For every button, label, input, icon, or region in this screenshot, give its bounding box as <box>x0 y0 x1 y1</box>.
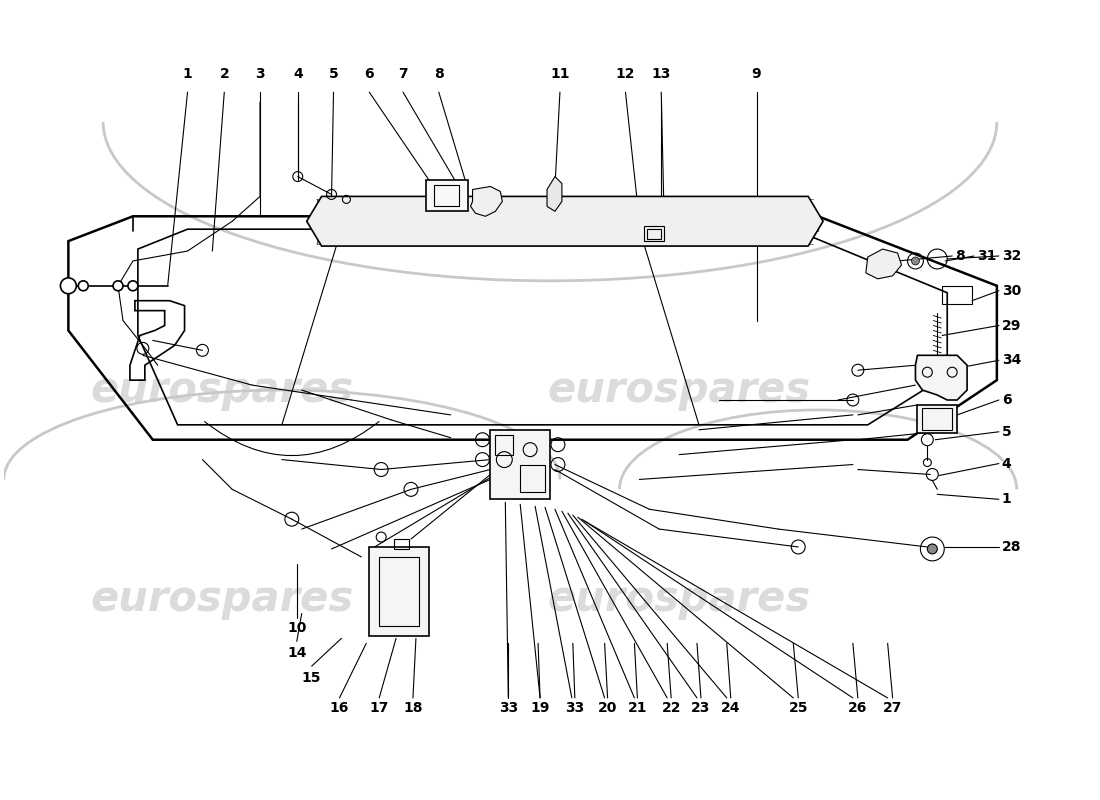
Bar <box>943 286 972 304</box>
Circle shape <box>128 281 138 290</box>
Text: 18: 18 <box>404 701 422 715</box>
Text: 16: 16 <box>330 701 349 715</box>
Circle shape <box>927 544 937 554</box>
Text: 19: 19 <box>530 701 550 715</box>
Bar <box>370 547 429 636</box>
Bar <box>433 185 459 206</box>
Text: 17: 17 <box>370 701 389 715</box>
Bar <box>923 408 953 430</box>
Text: 13: 13 <box>651 67 671 82</box>
Text: 7: 7 <box>398 67 408 82</box>
Text: 1: 1 <box>183 67 192 82</box>
Polygon shape <box>471 186 503 216</box>
Text: eurospares: eurospares <box>90 369 354 411</box>
Bar <box>520 465 544 492</box>
Text: 9: 9 <box>751 67 761 82</box>
Bar <box>379 557 419 626</box>
Bar <box>645 226 664 241</box>
Text: 15: 15 <box>301 671 321 685</box>
Text: 14: 14 <box>287 646 307 660</box>
Text: 5: 5 <box>329 67 339 82</box>
Text: 25: 25 <box>789 701 808 715</box>
Text: 6: 6 <box>364 67 374 82</box>
Text: 8: 8 <box>433 67 443 82</box>
Text: 3: 3 <box>255 67 265 82</box>
Text: eurospares: eurospares <box>548 369 811 411</box>
Text: 27: 27 <box>883 701 902 715</box>
Text: 29: 29 <box>1002 318 1021 333</box>
Text: 5: 5 <box>1002 425 1012 438</box>
Text: 33: 33 <box>498 701 518 715</box>
Text: 26: 26 <box>848 701 868 715</box>
Text: 24: 24 <box>720 701 740 715</box>
Text: 32: 32 <box>1002 249 1021 263</box>
Text: 22: 22 <box>661 701 681 715</box>
Text: 11: 11 <box>550 67 570 82</box>
Bar <box>647 229 661 239</box>
Polygon shape <box>307 197 823 246</box>
Text: 20: 20 <box>598 701 617 715</box>
Text: 4: 4 <box>1002 457 1012 470</box>
Text: 1: 1 <box>1002 492 1012 506</box>
Text: 28: 28 <box>1002 540 1021 554</box>
Circle shape <box>113 281 123 290</box>
Text: 34: 34 <box>1002 354 1021 367</box>
Text: 33: 33 <box>565 701 584 715</box>
Bar <box>426 179 467 211</box>
Text: eurospares: eurospares <box>548 578 811 620</box>
Text: 30: 30 <box>1002 284 1021 298</box>
Text: 2: 2 <box>219 67 229 82</box>
Bar <box>491 430 550 499</box>
Text: 8: 8 <box>955 249 965 263</box>
Text: 21: 21 <box>628 701 647 715</box>
Bar <box>495 434 514 454</box>
Text: 4: 4 <box>293 67 303 82</box>
Text: eurospares: eurospares <box>90 578 354 620</box>
Text: 23: 23 <box>691 701 711 715</box>
Circle shape <box>60 278 76 294</box>
Text: 31: 31 <box>977 249 997 263</box>
Polygon shape <box>866 249 902 279</box>
Text: 10: 10 <box>287 622 307 635</box>
Polygon shape <box>915 355 967 400</box>
Polygon shape <box>547 177 562 211</box>
Text: 12: 12 <box>616 67 635 82</box>
Bar <box>917 405 957 433</box>
Circle shape <box>912 257 920 265</box>
Text: 6: 6 <box>1002 393 1012 407</box>
Circle shape <box>78 281 88 290</box>
Bar <box>394 539 409 549</box>
